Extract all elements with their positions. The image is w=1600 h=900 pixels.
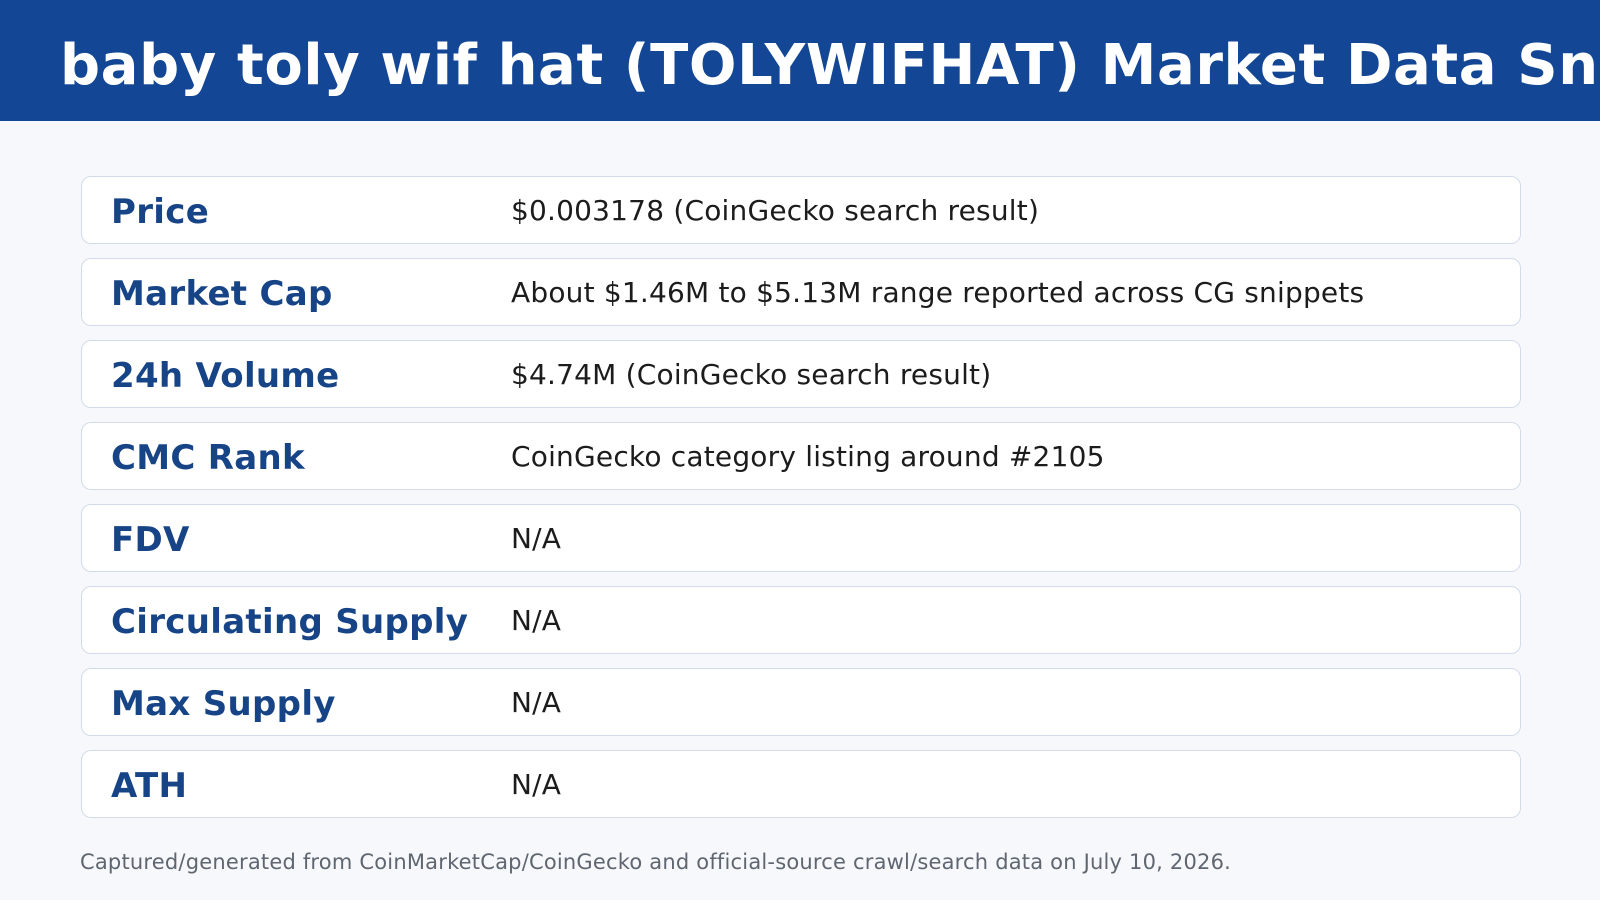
row-value: $4.74M (CoinGecko search result) — [511, 358, 992, 391]
row-label: Market Cap — [111, 274, 333, 314]
data-row-fdv: FDV N/A — [81, 504, 1521, 572]
row-label: CMC Rank — [111, 438, 305, 478]
row-value: $0.003178 (CoinGecko search result) — [511, 194, 1040, 227]
data-row-24h-volume: 24h Volume $4.74M (CoinGecko search resu… — [81, 340, 1521, 408]
header-banner: baby toly wif hat (TOLYWIFHAT) Market Da… — [0, 0, 1600, 121]
page-title: baby toly wif hat (TOLYWIFHAT) Market Da… — [60, 33, 1600, 98]
data-row-market-cap: Market Cap About $1.46M to $5.13M range … — [81, 258, 1521, 326]
row-value: N/A — [511, 522, 562, 555]
row-value: N/A — [511, 768, 562, 801]
row-label: Price — [111, 192, 210, 232]
row-label: 24h Volume — [111, 356, 340, 396]
row-label: Max Supply — [111, 684, 336, 724]
data-row-cmc-rank: CMC Rank CoinGecko category listing arou… — [81, 422, 1521, 490]
row-value: N/A — [511, 686, 562, 719]
row-label: Circulating Supply — [111, 602, 469, 642]
row-value: N/A — [511, 604, 562, 637]
row-value: CoinGecko category listing around #2105 — [511, 440, 1105, 473]
row-label: ATH — [111, 766, 188, 806]
data-row-max-supply: Max Supply N/A — [81, 668, 1521, 736]
data-row-price: Price $0.003178 (CoinGecko search result… — [81, 176, 1521, 244]
data-row-ath: ATH N/A — [81, 750, 1521, 818]
source-footnote: Captured/generated from CoinMarketCap/Co… — [80, 850, 1232, 874]
data-row-circulating-supply: Circulating Supply N/A — [81, 586, 1521, 654]
row-value: About $1.46M to $5.13M range reported ac… — [511, 276, 1365, 309]
market-data-list: Price $0.003178 (CoinGecko search result… — [81, 176, 1521, 832]
row-label: FDV — [111, 520, 190, 560]
